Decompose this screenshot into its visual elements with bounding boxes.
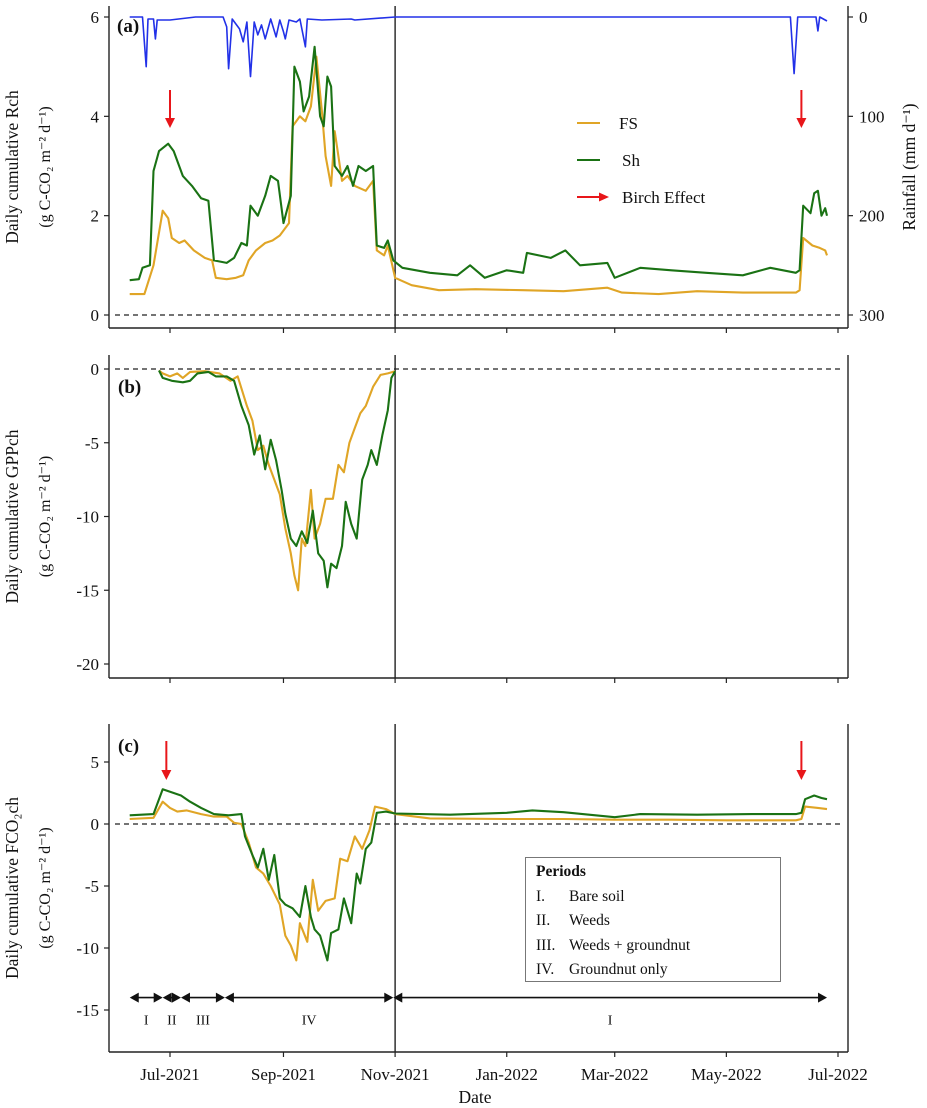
- period-num: I.: [536, 887, 546, 905]
- periods-legend-title: Periods: [536, 863, 586, 880]
- y-axis-title: Daily cumulative Rch: [2, 90, 22, 244]
- period-arrowhead-right: [153, 992, 163, 1003]
- x-tick-label: Jan-2022: [476, 1065, 538, 1084]
- y2-axis-title: Rainfall (mm d⁻¹): [899, 103, 919, 230]
- birch-effect-arrowhead: [796, 770, 807, 780]
- period-arrow-label: I: [144, 1014, 149, 1029]
- x-tick-label: Nov-2021: [361, 1065, 430, 1084]
- y-axis-unit-label: (g C-CO₂ m⁻² d⁻¹): [37, 827, 54, 948]
- series-line-fs: [158, 369, 396, 592]
- period-arrowhead-left: [129, 992, 139, 1003]
- legend-swatch-arrowhead: [599, 192, 609, 202]
- series-line-sh: [158, 370, 397, 589]
- y2-tick-label: 100: [859, 107, 885, 126]
- x-tick-label: May-2022: [691, 1065, 762, 1084]
- series-line-fs: [129, 800, 828, 962]
- series-line-fs: [129, 55, 828, 296]
- y2-tick-label: 200: [859, 207, 885, 226]
- period-label: Weeds: [569, 912, 610, 929]
- panel-b: -20 -15 -10 -5 0 Daily cumulative GPPch (g C-C…: [2, 355, 849, 683]
- period-label: Weeds + groundnut: [569, 936, 691, 954]
- panel-tag: (a): [117, 16, 139, 37]
- period-arrow-label: I: [608, 1014, 613, 1029]
- period-arrow-label: IV: [302, 1014, 317, 1029]
- y-tick-label: -5: [85, 434, 99, 453]
- period-num: II.: [536, 912, 551, 929]
- periods-legend-item: II. Weeds: [536, 909, 770, 934]
- period-arrowhead-right: [818, 992, 828, 1003]
- period-arrowhead-right: [384, 992, 394, 1003]
- y-axis-title: Daily cumulative FCO₂ch: [2, 797, 22, 979]
- y-tick-label: -5: [85, 877, 99, 896]
- y-tick-label: -15: [76, 581, 99, 600]
- period-arrow-label: III: [196, 1014, 210, 1029]
- birch-effect-arrowhead: [796, 118, 807, 128]
- birch-effect-arrowhead: [165, 118, 175, 128]
- y-tick-label: 6: [91, 8, 100, 27]
- x-tick-label: Sep-2021: [251, 1065, 316, 1084]
- periods-legend-item: I. Bare soil: [536, 885, 770, 910]
- panel-tag: (b): [118, 377, 141, 398]
- y-tick-label: 0: [91, 306, 100, 325]
- series-line-sh: [129, 788, 828, 962]
- y-tick-label: -15: [76, 1001, 99, 1020]
- x-tick-label: Mar-2022: [581, 1065, 649, 1084]
- panel-c: -15 -10 -5 0 5 Daily cumulative FCO₂ch (g C-CO…: [2, 724, 849, 1057]
- period-arrowhead-left: [162, 992, 172, 1003]
- periods-legend-item: IV. Groundnut only: [536, 958, 770, 983]
- x-axis-title: Date: [458, 1087, 491, 1107]
- birch-effect-arrowhead: [161, 770, 172, 780]
- x-tick-label: Jul-2022: [808, 1065, 868, 1084]
- y-tick-label: 2: [91, 207, 100, 226]
- y-tick-label: -10: [76, 939, 99, 958]
- period-num: IV.: [536, 961, 555, 978]
- periods-legend: Periods I. Bare soil II. Weeds III. Weeds +…: [525, 857, 781, 982]
- y-tick-label: 0: [91, 360, 100, 379]
- y-tick-label: -20: [76, 655, 99, 674]
- panel-a: 0 2 4 6 Daily cumulative Rch (g C-CO₂ m⁻² d⁻¹…: [2, 6, 919, 333]
- period-arrowhead-left: [180, 992, 190, 1003]
- y-axis-title: Daily cumulative GPPch: [2, 429, 22, 603]
- period-arrowhead-left: [224, 992, 234, 1003]
- y-axis-unit-label: (g C-CO₂ m⁻² d⁻¹): [37, 106, 54, 227]
- series-legend: FS Sh Birch Effect: [577, 114, 706, 207]
- period-arrowhead-right: [215, 992, 225, 1003]
- periods-legend-item: III. Weeds + groundnut: [536, 934, 770, 959]
- period-arrow-label: II: [167, 1014, 177, 1029]
- series-line-sh: [129, 45, 829, 282]
- period-arrowhead-left: [393, 992, 403, 1003]
- y-tick-label: 0: [91, 815, 100, 834]
- period-label: Groundnut only: [569, 961, 668, 978]
- legend-label: Birch Effect: [622, 188, 706, 207]
- period-arrowhead-right: [171, 992, 181, 1003]
- legend-label: FS: [619, 114, 638, 133]
- x-tick-label: Jul-2021: [140, 1065, 200, 1084]
- period-label: Bare soil: [569, 887, 625, 905]
- y2-tick-label: 0: [859, 8, 868, 27]
- series-line-rainfall: [129, 16, 828, 78]
- y-tick-label: 4: [91, 107, 100, 126]
- legend-label: Sh: [622, 151, 640, 170]
- y-tick-label: -10: [76, 508, 99, 527]
- y-axis-unit-label: (g C-CO₂ m⁻² d⁻¹): [37, 456, 54, 577]
- y-tick-label: 5: [91, 753, 100, 772]
- panel-tag: (c): [118, 736, 139, 757]
- y2-tick-label: 300: [859, 306, 885, 325]
- period-num: III.: [536, 936, 556, 954]
